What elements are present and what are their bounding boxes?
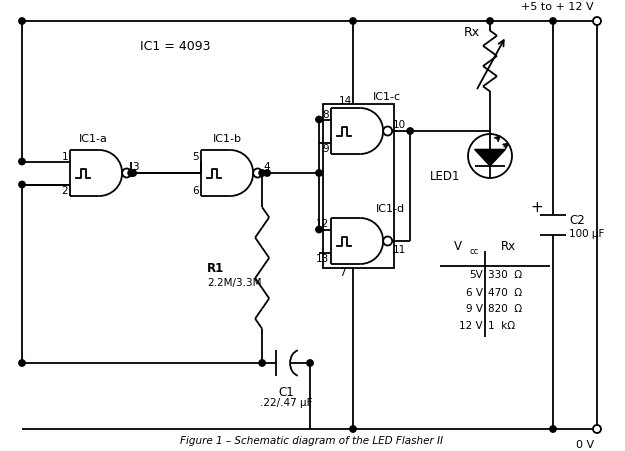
Text: 100 μF: 100 μF [569,229,604,239]
Text: 12: 12 [316,219,329,229]
Text: 7: 7 [339,267,346,277]
Circle shape [19,159,25,166]
Text: 9 V: 9 V [466,304,483,314]
Text: V: V [454,239,462,253]
Polygon shape [474,150,506,166]
Circle shape [350,426,356,432]
Text: R1: R1 [207,262,224,275]
Text: 4: 4 [263,161,270,172]
Text: Figure 1 – Schematic diagram of the LED Flasher II: Figure 1 – Schematic diagram of the LED … [181,435,444,445]
Circle shape [128,170,134,177]
Text: IC1-c: IC1-c [373,92,401,102]
Text: 1: 1 [61,151,68,161]
Text: +: + [531,200,543,215]
Circle shape [593,425,601,433]
Circle shape [19,19,25,25]
Text: Rx: Rx [501,239,516,253]
Text: IC1 = 4093: IC1 = 4093 [140,41,211,53]
Circle shape [19,360,25,366]
Text: 2: 2 [61,186,68,196]
Text: cc: cc [469,246,478,255]
Circle shape [487,19,493,25]
Text: 6 V: 6 V [466,287,483,297]
Text: .22/.47 μF: .22/.47 μF [260,397,312,407]
Circle shape [407,129,413,135]
Text: IC1-d: IC1-d [376,203,405,213]
Bar [323,105,394,268]
Circle shape [383,237,392,246]
Text: 820  Ω: 820 Ω [488,304,522,314]
Text: 1  kΩ: 1 kΩ [488,321,515,331]
Circle shape [316,117,322,124]
Text: 5: 5 [192,151,199,161]
Circle shape [130,170,136,177]
Text: IC1-a: IC1-a [79,133,108,144]
Text: 10: 10 [393,120,406,130]
Text: Rx: Rx [464,25,480,38]
Circle shape [350,19,356,25]
Text: 5V: 5V [469,270,483,280]
Text: 6: 6 [192,186,199,196]
Text: 9: 9 [322,144,329,154]
Text: 11: 11 [393,244,406,254]
Circle shape [307,360,313,366]
Text: 3: 3 [132,161,139,172]
Circle shape [316,227,322,233]
Text: C2: C2 [569,214,585,227]
Circle shape [593,18,601,26]
Circle shape [316,170,322,177]
Circle shape [19,182,25,188]
Text: 470  Ω: 470 Ω [488,287,522,297]
Circle shape [122,169,131,178]
Text: 8: 8 [322,109,329,119]
Text: 13: 13 [316,254,329,264]
Circle shape [550,426,556,432]
Circle shape [383,127,392,136]
Text: LED1: LED1 [429,170,460,183]
Text: 14: 14 [339,96,352,106]
Circle shape [550,19,556,25]
Circle shape [253,169,262,178]
Circle shape [259,360,266,366]
Text: IC1-b: IC1-b [213,133,242,144]
Text: 2.2M/3.3M: 2.2M/3.3M [207,277,262,287]
Text: 12 V: 12 V [459,321,483,331]
Text: +5 to + 12 V: +5 to + 12 V [521,2,594,12]
Text: 330  Ω: 330 Ω [488,270,522,280]
Circle shape [259,170,266,177]
Circle shape [264,170,271,177]
Text: C1: C1 [278,385,294,398]
Text: 0 V: 0 V [576,439,594,449]
